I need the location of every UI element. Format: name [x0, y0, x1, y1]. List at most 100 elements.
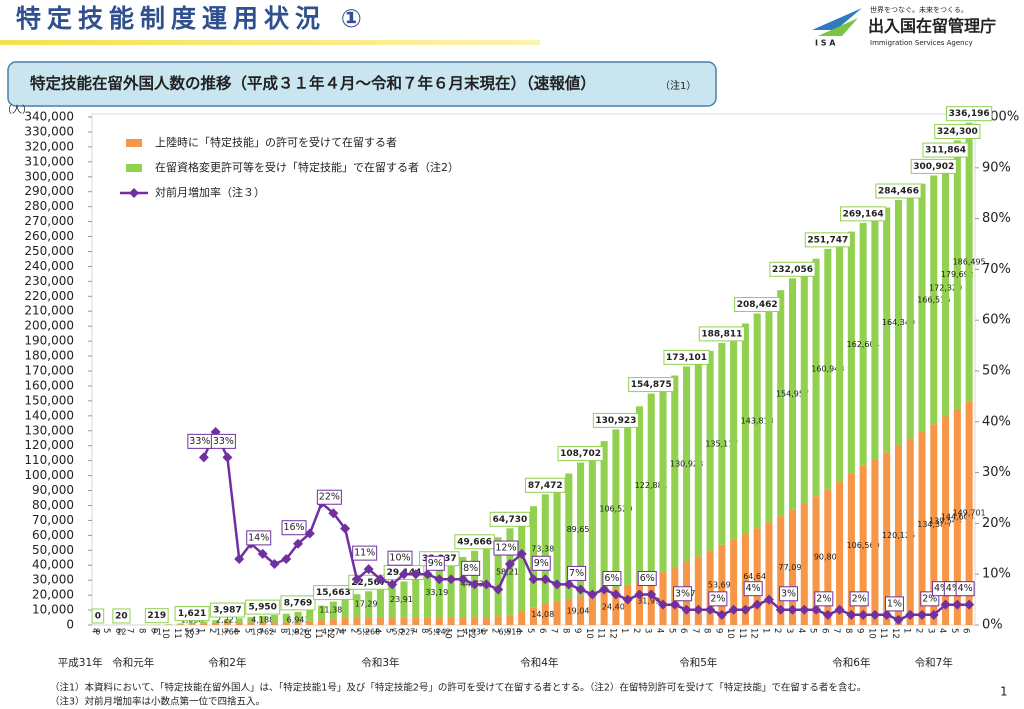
- year-label: 令和2年: [208, 656, 246, 669]
- bar-value-label: 143,813: [741, 416, 774, 425]
- rate-label-box: [849, 591, 869, 607]
- x-tick-label: 2: [631, 628, 641, 633]
- bar-segment: [730, 333, 738, 540]
- x-tick-label: 9: [431, 628, 441, 633]
- rate-marker: [787, 604, 798, 615]
- y-tick-label: 90,000: [32, 483, 74, 497]
- year-label: 平成31年: [58, 656, 103, 669]
- bar-segment: [883, 207, 891, 453]
- x-tick-label: 5: [666, 628, 676, 633]
- footnote: （注3）対前月増加率は小数点第一位で四捨五入。: [50, 696, 265, 708]
- x-tick-label: 4: [513, 628, 523, 633]
- rate-marker: [822, 609, 833, 620]
- rate-label-box: [814, 591, 834, 607]
- x-tick-label: 6: [537, 628, 547, 633]
- bar-segment: [942, 416, 950, 625]
- bar-value-label: 160,943: [811, 365, 844, 374]
- bar-segment: [718, 342, 726, 545]
- x-tick-label: 12: [607, 628, 617, 639]
- bar-segment: [883, 452, 891, 625]
- x-tick-label: 12: [749, 628, 759, 639]
- bar-segment: [400, 617, 408, 625]
- bar-segment: [577, 596, 585, 625]
- bar-segment: [894, 199, 903, 446]
- rate-marker: [610, 589, 621, 600]
- x-tick-label: 6: [819, 628, 829, 633]
- rate-label-box: [281, 520, 307, 536]
- rate-label-box: [352, 545, 378, 561]
- rate-marker: [528, 574, 539, 585]
- x-tick-label: 5: [101, 628, 111, 633]
- bar-value-label: 33,195: [425, 588, 453, 597]
- bar-segment: [694, 358, 702, 557]
- y-tick-label: 100,000: [24, 468, 74, 482]
- bar-value-label: 5,142: [428, 628, 451, 637]
- bar-value-label: 144,608: [941, 512, 974, 521]
- y-tick-label: 30,000: [32, 573, 74, 587]
- rate-label: 16%: [283, 522, 304, 533]
- rate-label-box: [387, 550, 413, 566]
- bar-value-label: 172,320: [929, 283, 962, 292]
- bar-segment: [447, 617, 455, 625]
- rate-label: 11%: [354, 548, 375, 559]
- bar-value-label: 64,649: [743, 572, 771, 581]
- bar-segment: [777, 516, 785, 625]
- y2-tick-label: 60%: [982, 313, 1011, 328]
- subtitle: 特定技能在留外国人数の推移（平成３１年４月～令和７年６月末現在）（速報値）: [30, 74, 596, 93]
- rate-marker: [540, 574, 551, 585]
- x-tick-label: 11: [878, 628, 888, 639]
- total-label-box: [592, 412, 640, 428]
- rate-label: 33%: [189, 436, 210, 447]
- rate-marker: [504, 559, 515, 570]
- bar-segment: [200, 623, 208, 625]
- bar-value-label: 563: [184, 628, 199, 637]
- bar-segment: [894, 445, 903, 625]
- x-tick-label: 6: [113, 628, 123, 633]
- x-tick-label: 4: [89, 628, 99, 633]
- total-label-box: [734, 297, 781, 313]
- x-tick-label: 7: [690, 628, 700, 633]
- rate-marker: [658, 599, 669, 610]
- rate-marker: [281, 553, 292, 564]
- rate-marker: [493, 584, 504, 595]
- bar-segment: [329, 601, 337, 619]
- rate-label-box: [461, 560, 481, 576]
- total-label: 251,747: [807, 235, 848, 245]
- rate-label-box: [673, 586, 693, 602]
- x-tick-label: 7: [125, 628, 135, 633]
- title-underline: [0, 40, 540, 45]
- bar-segment: [777, 290, 785, 517]
- bar-value-label: 90,804: [814, 553, 842, 562]
- total-label: 49,666: [457, 537, 492, 547]
- rate-marker: [446, 574, 457, 585]
- rate-label: 4%: [946, 583, 961, 594]
- x-tick-label: 4: [937, 628, 947, 633]
- bar-segment: [859, 465, 867, 625]
- x-tick-label: 9: [290, 628, 300, 633]
- x-tick-label: 4: [372, 628, 382, 633]
- total-label-box: [875, 183, 922, 199]
- bar-segment: [223, 619, 231, 623]
- x-tick-label: 2: [772, 628, 782, 633]
- bar-segment: [824, 489, 832, 625]
- bar-segment: [930, 424, 938, 625]
- bar-segment: [176, 623, 184, 625]
- bar-value-label: 154,957: [776, 390, 809, 399]
- bar-segment: [706, 350, 714, 551]
- legend-label: 上陸時に「特定技能」の許可を受けて在留する者: [155, 135, 397, 149]
- bar-segment: [212, 620, 220, 623]
- total-label-box: [144, 608, 169, 624]
- bar-segment: [294, 611, 302, 623]
- total-label: 3,987: [213, 606, 241, 616]
- bar-value-label: 12: [116, 628, 126, 637]
- rate-label: 33%: [213, 436, 234, 447]
- y-tick-label: 220,000: [24, 289, 74, 303]
- x-tick-label: 6: [254, 628, 264, 633]
- bar-segment: [471, 617, 479, 625]
- total-label-box: [91, 608, 105, 624]
- bar-segment: [847, 473, 855, 625]
- bar-value-label: 11,389: [319, 606, 347, 615]
- bar-segment: [188, 622, 196, 625]
- rate-label: 2%: [852, 593, 867, 604]
- total-label: 219: [147, 611, 166, 621]
